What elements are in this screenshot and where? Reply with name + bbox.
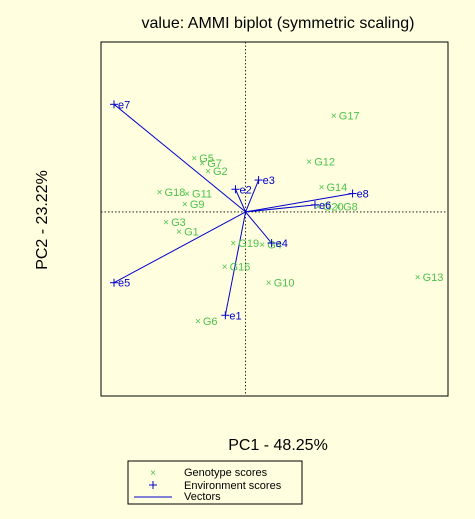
genotype-label-G1: G1 (184, 227, 199, 239)
environment-vectors (113, 103, 353, 316)
environment-marker-e8 (348, 189, 357, 198)
genotype-label-G13: G13 (423, 272, 444, 284)
environment-marker-e2 (231, 185, 240, 194)
genotype-marker-G6: × (195, 316, 201, 327)
environment-label-e4: e4 (276, 238, 288, 250)
genotype-label-G8: G8 (343, 201, 358, 213)
genotype-label-G10: G10 (274, 278, 295, 290)
genotype-marker-G14: × (319, 183, 325, 194)
plot-frame (100, 41, 449, 397)
environment-label-e7: e7 (118, 99, 130, 111)
vector-e5 (113, 211, 246, 284)
genotype-marker-G8: × (335, 202, 341, 213)
genotype-marker-G11: × (184, 189, 190, 200)
genotype-label-G6: G6 (203, 316, 218, 328)
chart-title: value: AMMI biplot (symmetric scaling) (142, 15, 415, 32)
y-axis-label: PC2 - 23.22% (34, 170, 51, 270)
genotype-marker-G7: × (199, 159, 205, 170)
genotype-label-G17: G17 (339, 111, 360, 123)
legend-box (127, 460, 303, 505)
environment-marker-e7 (110, 100, 119, 109)
environment-label-e8: e8 (357, 189, 369, 201)
legend-entry-vectors: Vectors (184, 491, 221, 503)
legend-entry-environment: Environment scores (184, 480, 282, 492)
genotype-marker-G12: × (306, 157, 312, 168)
vector-e1 (224, 211, 247, 316)
reference-lines (101, 42, 448, 396)
genotype-label-G18: G18 (165, 187, 186, 199)
environment-marker-e1 (221, 311, 230, 320)
vector-e2 (235, 189, 247, 213)
genotype-marker-G3: × (163, 217, 169, 228)
genotype-marker-G19: × (230, 239, 236, 250)
environment-marker-e3 (254, 176, 263, 185)
genotype-marker-G18: × (157, 188, 163, 199)
genotype-marker-G20: × (315, 202, 321, 213)
genotype-label-G20: G20 (323, 201, 344, 213)
genotype-label-G7: G7 (207, 158, 222, 170)
environment-marker-e4 (267, 239, 276, 248)
environment-label-e6: e6 (319, 200, 331, 212)
genotype-marker-G16: × (222, 262, 228, 273)
genotype-label-G11: G11 (192, 189, 212, 201)
vector-e4 (245, 211, 272, 244)
genotype-marker-G9: × (182, 200, 188, 211)
genotype-label-G3: G3 (171, 217, 186, 229)
vector-e3 (245, 179, 260, 213)
environment-points: e7 e2 e3 e8 e6 e4 e5 e1 (110, 99, 369, 322)
genotype-label-G16: G16 (230, 261, 251, 273)
genotype-label-G5: G5 (199, 153, 214, 165)
x-axis-label: PC1 - 48.25% (228, 437, 328, 454)
vector-e7 (113, 103, 246, 213)
genotype-marker-G1: × (176, 227, 182, 238)
legend: × Genotype scores Environment scores Vec… (127, 460, 303, 505)
environment-marker-e6 (310, 200, 319, 209)
genotype-label-G2: G2 (213, 166, 228, 178)
genotype-label-G19: G19 (238, 238, 259, 250)
genotype-marker-G5: × (191, 154, 197, 165)
environment-label-e1: e1 (229, 310, 241, 322)
genotype-marker-G4: × (259, 240, 265, 251)
genotype-label-G14: G14 (326, 182, 347, 194)
genotype-points: × G17× G12× G14× G8× G20× G5× G7× G2× G18× G11× G9×… (157, 111, 444, 328)
genotype-marker-G2: × (205, 166, 211, 177)
genotype-label-G12: G12 (314, 157, 335, 169)
environment-label-e5: e5 (118, 278, 130, 290)
genotype-marker-G17: × (331, 111, 337, 122)
genotype-marker-G10: × (266, 278, 272, 289)
genotype-label-G4: G4 (267, 239, 282, 251)
legend-entry-genotype: Genotype scores (184, 467, 268, 479)
genotype-marker-icon: × (150, 468, 156, 479)
vector-e6 (245, 204, 316, 213)
vector-e8 (245, 193, 353, 213)
genotype-label-G9: G9 (190, 199, 205, 211)
environment-marker-e5 (110, 278, 119, 287)
genotype-marker-G13: × (415, 273, 421, 284)
environment-label-e3: e3 (263, 175, 275, 187)
environment-label-e2: e2 (239, 184, 251, 196)
